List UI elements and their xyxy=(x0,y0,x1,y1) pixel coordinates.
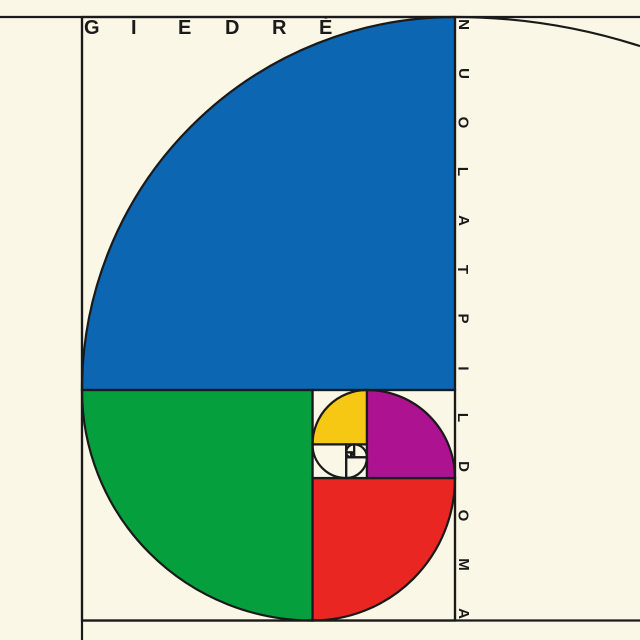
letter: O xyxy=(454,509,472,522)
letter: P xyxy=(454,313,472,324)
letter: A xyxy=(454,608,472,619)
letter: L xyxy=(454,412,472,422)
letter: Ė xyxy=(319,17,333,39)
letter: L xyxy=(454,167,472,177)
frame-lines xyxy=(0,15,640,640)
letter: R xyxy=(272,17,287,39)
spiral-arcs xyxy=(80,15,640,622)
letter: E xyxy=(178,17,192,39)
letter: O xyxy=(454,116,472,129)
letter: I xyxy=(454,365,472,371)
letter: D xyxy=(225,17,240,39)
letter: A xyxy=(454,215,472,227)
letter: I xyxy=(131,17,137,39)
vertical-album-title: N U O L A T P I L D O M A xyxy=(451,17,475,621)
letter: M xyxy=(454,558,472,571)
letter: N xyxy=(454,19,472,30)
letter: U xyxy=(454,68,472,79)
spiral-quarter-discs xyxy=(82,17,455,621)
letter: G xyxy=(84,17,100,39)
letter: T xyxy=(454,265,472,275)
letter: D xyxy=(454,460,472,472)
